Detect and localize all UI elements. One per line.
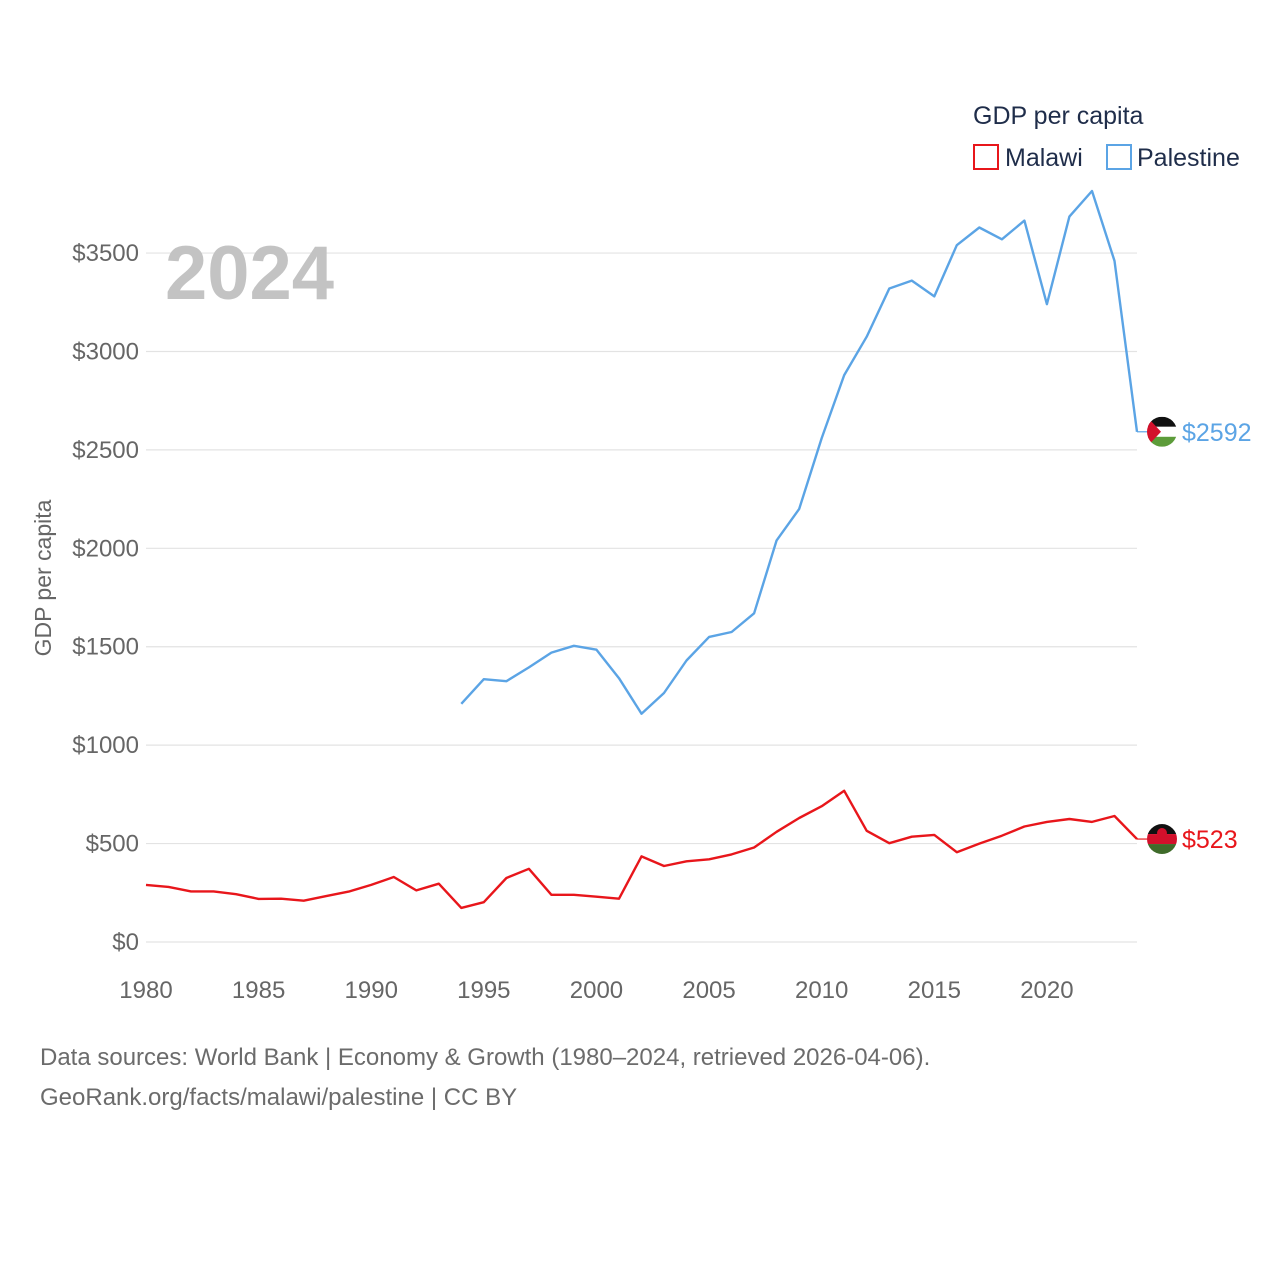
y-tick-label: $2000	[72, 535, 139, 562]
y-tick-label: $0	[112, 929, 139, 956]
malawi-flag-icon	[1147, 824, 1177, 855]
end-value-label-palestine: $2592	[1182, 419, 1252, 447]
legend-item-palestine[interactable]: Palestine	[1106, 144, 1240, 172]
legend-swatch-malawi	[973, 144, 999, 170]
legend-title: GDP per capita	[973, 102, 1144, 130]
y-tick-label: $1500	[72, 634, 139, 661]
x-tick-label: 2005	[682, 977, 735, 1004]
x-tick-label: 1985	[232, 977, 285, 1004]
legend-swatch-palestine	[1106, 144, 1132, 170]
legend-label-malawi: Malawi	[1005, 144, 1083, 172]
x-tick-label: 1995	[457, 977, 510, 1004]
series-line-palestine[interactable]	[460, 189, 1139, 715]
legend-label-palestine: Palestine	[1137, 144, 1240, 172]
x-tick-label: 2015	[908, 977, 961, 1004]
x-tick-label: 2010	[795, 977, 848, 1004]
footer-attribution[interactable]: GeoRank.org/facts/malawi/palestine | CC …	[40, 1084, 518, 1111]
x-tick-label: 1980	[119, 977, 172, 1004]
grid-lines	[146, 252, 1137, 943]
legend: GDP per capita Malawi Palestine	[973, 102, 1240, 172]
legend-item-malawi[interactable]: Malawi	[973, 144, 1083, 172]
end-markers: $523 $2592	[1137, 416, 1252, 855]
series-lines	[145, 189, 1139, 910]
x-tick-label: 1990	[345, 977, 398, 1004]
y-tick-label: $3500	[72, 240, 139, 267]
x-axis-ticks: 1980 1985 1990 1995 2000 2005 2010 2015 2020	[119, 977, 1073, 1004]
x-tick-label: 2000	[570, 977, 623, 1004]
year-label: 2024	[165, 231, 334, 316]
series-line-malawi[interactable]	[145, 789, 1138, 910]
y-tick-label: $500	[86, 831, 139, 858]
y-tick-label: $1000	[72, 732, 139, 759]
y-axis-label: GDP per capita	[30, 499, 56, 656]
y-tick-label: $2500	[72, 437, 139, 464]
end-value-label-malawi: $523	[1182, 826, 1238, 854]
x-tick-label: 2020	[1020, 977, 1073, 1004]
y-axis-ticks: $0 $500 $1000 $1500 $2000 $2500 $3000 $3500	[72, 240, 139, 956]
y-tick-label: $3000	[72, 338, 139, 365]
footer-sources: Data sources: World Bank | Economy & Gro…	[40, 1044, 931, 1071]
palestine-flag-icon	[1147, 416, 1177, 447]
